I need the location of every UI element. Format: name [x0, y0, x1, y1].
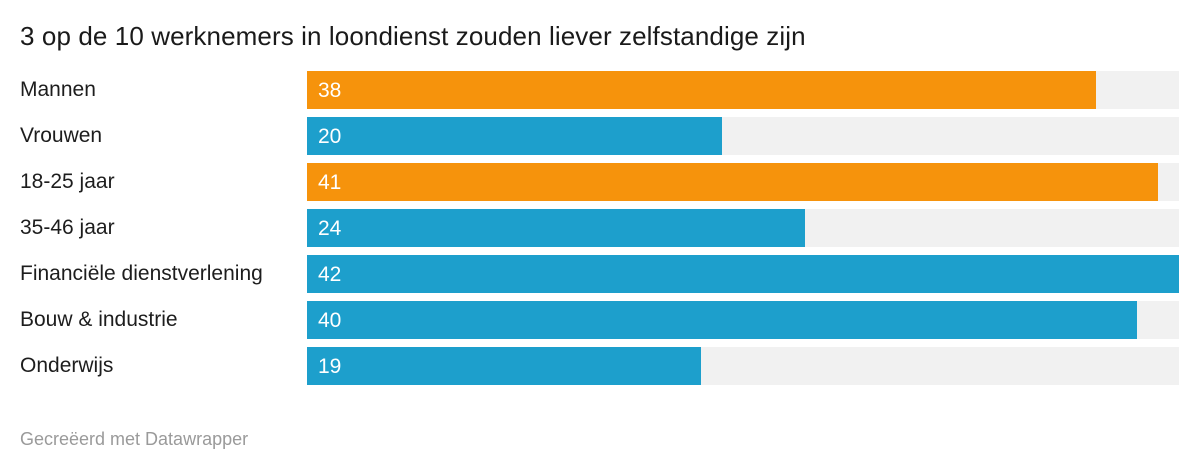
bar[interactable]: 24 [307, 209, 806, 247]
bar-row: 18-25 jaar 41 [20, 163, 1179, 201]
bar-value-label: 40 [318, 308, 342, 332]
chart-title: 3 op de 10 werknemers in loondienst zoud… [20, 21, 806, 51]
bar-value-label: 41 [318, 170, 342, 194]
category-label: 18-25 jaar [20, 170, 115, 193]
bar[interactable]: 38 [307, 71, 1096, 109]
bar-track: 24 [307, 209, 1179, 247]
bar-track: 38 [307, 71, 1179, 109]
bar[interactable]: 20 [307, 117, 723, 155]
bar-row: Onderwijs 19 [20, 347, 1179, 385]
bar-row: Vrouwen 20 [20, 117, 1179, 155]
bar-track: 42 [307, 255, 1179, 293]
bar[interactable]: 40 [307, 301, 1138, 339]
category-label: 35-46 jaar [20, 216, 115, 239]
bar-row: Financiële dienstverlening 42 [20, 255, 1179, 293]
bar-track: 19 [307, 347, 1179, 385]
bar-row: Mannen 38 [20, 71, 1179, 109]
bar[interactable]: 41 [307, 163, 1159, 201]
bar-value-label: 42 [318, 262, 342, 286]
category-label: Mannen [20, 78, 96, 101]
datawrapper-credit-link[interactable]: Gecreëerd met Datawrapper [20, 429, 249, 449]
bar-track: 40 [307, 301, 1179, 339]
category-label: Bouw & industrie [20, 308, 178, 331]
category-label: Financiële dienstverlening [20, 262, 263, 285]
bar[interactable]: 42 [307, 255, 1179, 293]
bar-value-label: 19 [318, 354, 342, 378]
chart-rows: Mannen 38 Vrouwen 20 18-25 jaar 41 35-46… [20, 71, 1179, 385]
bar-row: Bouw & industrie 40 [20, 301, 1179, 339]
bar-track: 41 [307, 163, 1179, 201]
bar-track: 20 [307, 117, 1179, 155]
bar-row: 35-46 jaar 24 [20, 209, 1179, 247]
bar-value-label: 20 [318, 124, 342, 148]
category-label: Vrouwen [20, 124, 103, 147]
bar-value-label: 24 [318, 216, 342, 240]
category-label: Onderwijs [20, 354, 114, 377]
bar[interactable]: 19 [307, 347, 702, 385]
bar-value-label: 38 [318, 78, 342, 102]
